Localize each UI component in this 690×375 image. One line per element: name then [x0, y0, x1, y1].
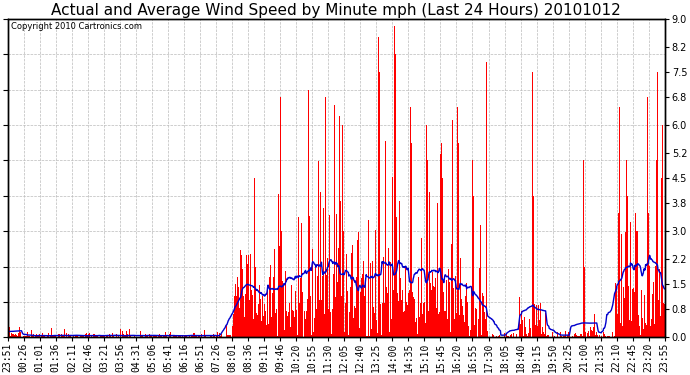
- Title: Actual and Average Wind Speed by Minute mph (Last 24 Hours) 20101012: Actual and Average Wind Speed by Minute …: [51, 3, 621, 18]
- Text: Copyright 2010 Cartronics.com: Copyright 2010 Cartronics.com: [11, 22, 142, 31]
